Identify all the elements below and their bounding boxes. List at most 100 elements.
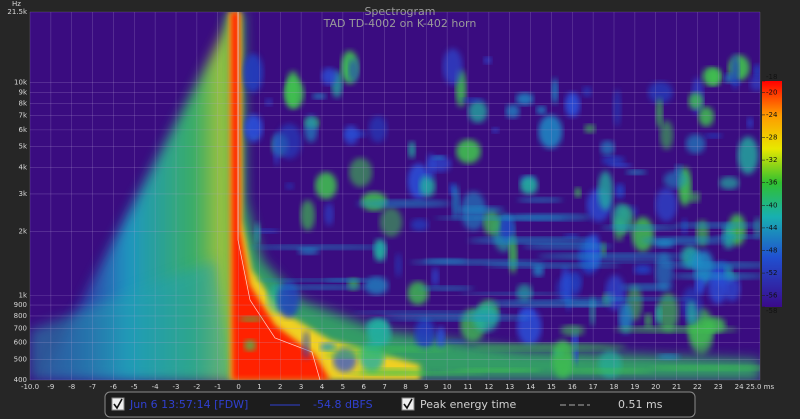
reflection [625, 169, 647, 175]
reflection [657, 292, 679, 332]
ringing [323, 278, 369, 283]
y-tick-label: 1k [18, 291, 27, 299]
legend-label: Peak energy time [420, 398, 517, 411]
reflection [456, 139, 481, 164]
reflection [614, 183, 625, 199]
reflection [688, 92, 704, 110]
reflection [746, 117, 754, 129]
reflection [460, 97, 484, 103]
x-tick-label: 19 [630, 383, 639, 391]
y-tick-label: 600 [14, 339, 27, 347]
reflection [324, 202, 334, 226]
reflection [451, 184, 460, 219]
reflection [519, 175, 538, 195]
x-tick-label: 10 [443, 383, 452, 391]
ringing [459, 292, 568, 296]
reflection [674, 164, 683, 175]
reflection [367, 319, 391, 348]
reflection [276, 123, 302, 159]
ringing [419, 285, 475, 291]
ringing [249, 244, 389, 250]
reflection [300, 199, 316, 231]
reflection [436, 326, 445, 349]
reflection [483, 56, 492, 64]
colorbar-label: -40 [766, 201, 777, 209]
reflection [425, 153, 436, 181]
check-mark [403, 398, 413, 410]
reflection [655, 304, 663, 325]
x-tick-label: 7 [382, 383, 386, 391]
reflection [254, 222, 261, 245]
legend-box [104, 391, 696, 418]
x-tick-label: 15 [547, 383, 556, 391]
reflection [701, 67, 722, 86]
y-tick-label: 400 [14, 376, 27, 384]
ringing [485, 299, 608, 308]
y-tick-label: 21.5k [7, 8, 28, 16]
reflection [499, 215, 515, 242]
reflection [749, 75, 760, 91]
y-tick-label: 900 [14, 301, 27, 309]
reflection [431, 267, 440, 287]
reflection [239, 316, 263, 322]
chart-subtitle: TAD TD-4002 on K-402 horn [323, 17, 477, 30]
y-tick-label: 6k [18, 126, 27, 134]
x-tick-label: 20 [651, 383, 660, 391]
ringing [323, 346, 452, 352]
reflection [348, 58, 358, 82]
ringing [558, 368, 654, 374]
y-tick-label: 2k [18, 227, 27, 235]
ringing [517, 197, 564, 203]
colorbar-label: -58 [766, 307, 777, 315]
reflection [368, 115, 388, 143]
reflection [468, 100, 488, 123]
y-tick-label: 4k [18, 163, 27, 171]
x-tick-label: 2 [278, 383, 282, 391]
reflection [685, 134, 706, 154]
reflection [574, 187, 582, 198]
y-tick-label: 500 [14, 355, 27, 363]
x-tick-label: -6 [110, 383, 118, 391]
reflection [285, 71, 301, 109]
ringing [324, 351, 393, 359]
reflection [605, 275, 625, 311]
x-tick-label: 3 [299, 383, 303, 391]
reflection [254, 228, 280, 234]
x-tick-label: -1 [214, 383, 221, 391]
reflection [515, 92, 534, 106]
reflection [304, 114, 318, 143]
reflection [633, 264, 653, 275]
reflection [737, 136, 759, 175]
reflection [618, 301, 633, 334]
x-tick-label: 5 [341, 383, 345, 391]
ringing [457, 205, 505, 214]
x-tick-label: 4 [320, 383, 325, 391]
reflection [407, 281, 429, 305]
ringing [673, 222, 760, 229]
reflection [656, 354, 681, 360]
reflection [694, 277, 706, 295]
reflection [315, 172, 337, 200]
ringing [649, 365, 760, 371]
legend-value: -54.8 dBFS [313, 398, 373, 411]
x-tick-label: 13 [505, 383, 514, 391]
reflection [601, 155, 625, 166]
reflection [663, 171, 688, 189]
reflection [277, 281, 300, 319]
reflection [538, 114, 563, 149]
ringing [382, 314, 530, 322]
colorbar-label: -48 [766, 247, 777, 255]
reflection [586, 233, 601, 269]
x-tick-label: 0 [236, 383, 240, 391]
y-tick-label: 7k [18, 112, 27, 120]
reflection [753, 64, 760, 80]
reflection [285, 182, 295, 190]
x-tick-label: 18 [610, 383, 619, 391]
reflection [687, 191, 701, 203]
y-tick-label: 5k [18, 143, 27, 151]
colorbar-label: -32 [766, 156, 777, 164]
reflection [600, 140, 615, 156]
reflection [517, 308, 542, 346]
ringing [551, 297, 692, 302]
